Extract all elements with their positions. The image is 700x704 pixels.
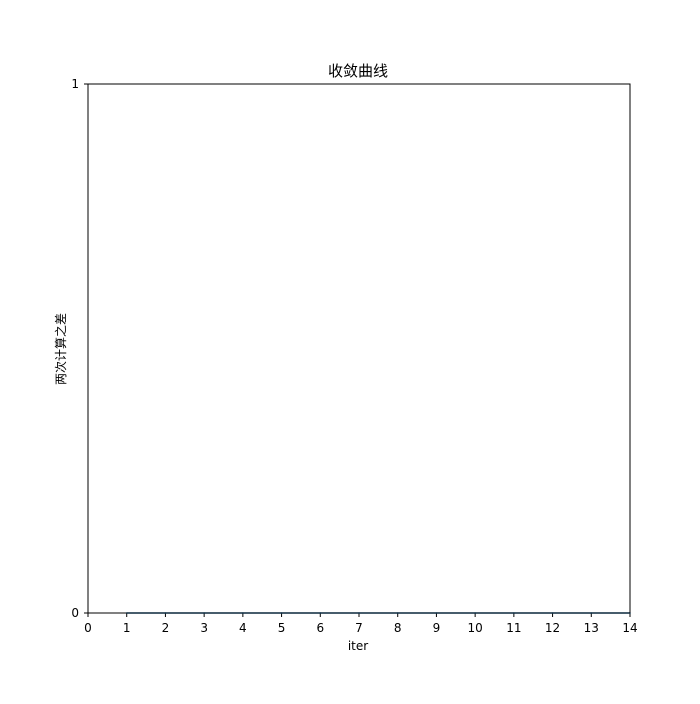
x-tick-label: 1 bbox=[123, 621, 131, 635]
x-tick-label: 11 bbox=[506, 621, 521, 635]
y-tick-label: 0 bbox=[71, 606, 79, 620]
x-tick-label: 8 bbox=[394, 621, 402, 635]
y-tick-label: 1 bbox=[71, 77, 79, 91]
x-tick-label: 0 bbox=[84, 621, 92, 635]
x-axis-label: iter bbox=[348, 639, 368, 653]
x-tick-label: 5 bbox=[278, 621, 286, 635]
x-tick-label: 13 bbox=[584, 621, 599, 635]
x-tick-label: 4 bbox=[239, 621, 247, 635]
x-tick-label: 14 bbox=[622, 621, 637, 635]
x-tick-label: 12 bbox=[545, 621, 560, 635]
x-tick-label: 10 bbox=[468, 621, 483, 635]
x-tick-label: 2 bbox=[162, 621, 170, 635]
x-tick-label: 7 bbox=[355, 621, 363, 635]
plot-area-frame bbox=[87, 83, 631, 614]
y-axis-label: 两次计算之差 bbox=[53, 313, 68, 385]
x-tick-label: 3 bbox=[200, 621, 208, 635]
x-tick-label: 9 bbox=[433, 621, 441, 635]
chart-title: 收敛曲线 bbox=[328, 62, 388, 80]
x-tick-label: 6 bbox=[316, 621, 324, 635]
